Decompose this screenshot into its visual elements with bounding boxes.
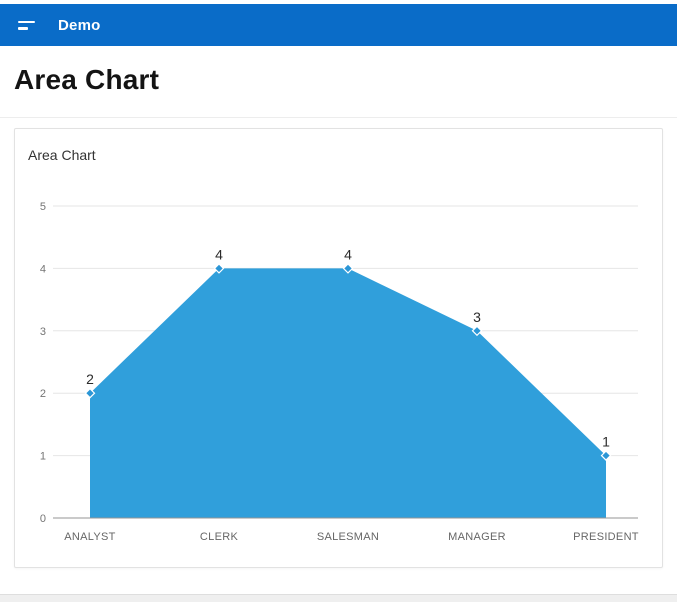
area-chart[interactable]: 0 1 2 3 4 5 2 ANALYST 4 CLERK 4 SALESMAN 3 MANAGER 1 PR… (15, 176, 662, 561)
data-point-label: 4 (344, 246, 352, 262)
y-axis-label: 5 (40, 201, 46, 213)
y-axis-label: 1 (40, 451, 46, 463)
data-point-marker[interactable] (600, 450, 612, 461)
footer-strip (0, 595, 677, 602)
page-title: Area Chart (14, 64, 160, 95)
data-point-label: 3 (473, 309, 481, 325)
data-point-marker[interactable] (84, 387, 96, 399)
app-header: Demo (0, 4, 677, 46)
menu-icon-bar2 (18, 27, 28, 30)
data-point-label: 1 (602, 434, 610, 450)
x-axis-label: SALESMAN (317, 531, 379, 543)
area-series[interactable] (90, 268, 606, 518)
y-axis-label: 4 (40, 263, 46, 275)
data-point-label: 4 (215, 246, 223, 262)
x-axis-label: CLERK (200, 531, 239, 543)
x-axis-label: MANAGER (448, 531, 506, 543)
x-axis-label: ANALYST (64, 531, 115, 543)
page-title-divider (0, 117, 677, 118)
chart-card: Area Chart 0 1 2 3 4 5 2 ANALYST 4 CLERK 4 SALESMAN… (14, 128, 663, 568)
x-axis-label: PRESIDENT (573, 531, 639, 543)
data-point-marker[interactable] (471, 325, 483, 337)
y-axis-label: 0 (40, 513, 46, 525)
chart-card-title: Area Chart (28, 147, 96, 163)
data-point-marker[interactable] (213, 263, 225, 274)
app-title: Demo (58, 16, 101, 34)
y-axis-label: 2 (40, 388, 46, 400)
data-point-marker[interactable] (342, 263, 354, 274)
menu-icon (18, 20, 35, 23)
data-point-label: 2 (86, 371, 94, 387)
nav-menu-button[interactable] (16, 17, 37, 34)
y-axis-label: 3 (40, 326, 46, 338)
footer-divider (0, 594, 677, 595)
